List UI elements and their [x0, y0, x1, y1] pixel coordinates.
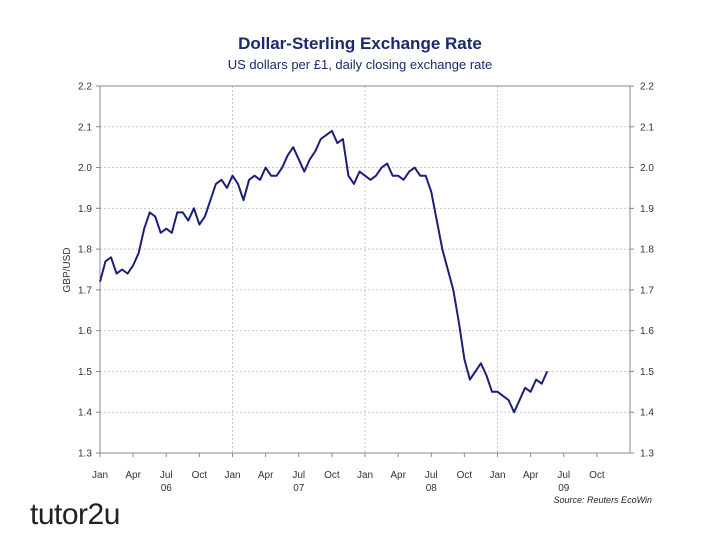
x-tick-label: Apr: [523, 470, 539, 481]
y-tick-label-right: 1.5: [640, 367, 654, 378]
y-tick-label-right: 2.2: [640, 82, 654, 93]
x-tick-label: Oct: [192, 470, 208, 481]
x-tick-label: Jul: [557, 470, 570, 481]
x-tick-label: Jan: [92, 470, 108, 481]
y-tick-label-right: 1.9: [640, 204, 654, 215]
y-tick-label-right: 1.3: [640, 449, 654, 460]
y-tick-label-right: 1.6: [640, 326, 654, 337]
x-year-label: 07: [293, 483, 305, 494]
y-tick-label-right: 1.7: [640, 285, 654, 296]
y-tick-label-right: 2.1: [640, 122, 654, 133]
x-tick-label: Jul: [425, 470, 438, 481]
grid-layer: [100, 86, 630, 453]
chart-subtitle: US dollars per £1, daily closing exchang…: [228, 57, 492, 72]
x-tick-label: Apr: [258, 470, 274, 481]
x-tick-label: Oct: [589, 470, 605, 481]
y-tick-label-left: 2.2: [78, 82, 92, 93]
y-tick-label-right: 2.0: [640, 163, 654, 174]
x-tick-label: Apr: [125, 470, 141, 481]
x-year-label: 08: [426, 483, 438, 494]
x-year-label: 06: [161, 483, 173, 494]
x-tick-label: Jul: [292, 470, 305, 481]
x-tick-label: Oct: [457, 470, 473, 481]
y-tick-label-right: 1.8: [640, 245, 654, 256]
y-tick-label-left: 1.5: [78, 367, 92, 378]
tick-layer: 1.3 1.3 1.4 1.4 1.5 1.5 1.6 1.6 1.7 1.7 1.8 1.8 1.9 1…: [78, 82, 654, 495]
logo-text: tutor2u: [30, 498, 120, 531]
x-tick-label: Jan: [489, 470, 505, 481]
x-tick-label: Oct: [324, 470, 340, 481]
x-tick-label: Jan: [224, 470, 240, 481]
plot-frame: [99, 85, 631, 454]
y-tick-label-left: 1.3: [78, 449, 92, 460]
y-tick-label-left: 1.6: [78, 326, 92, 337]
chart-title: Dollar-Sterling Exchange Rate: [238, 34, 482, 53]
y-tick-label-right: 1.4: [640, 408, 654, 419]
x-year-label: 09: [558, 483, 570, 494]
y-tick-label-left: 2.0: [78, 163, 92, 174]
y-axis-label: GBP/USD: [62, 247, 73, 292]
y-tick-label-left: 1.4: [78, 408, 92, 419]
x-tick-label: Jul: [160, 470, 173, 481]
y-tick-label-left: 1.7: [78, 285, 92, 296]
x-tick-label: Apr: [390, 470, 406, 481]
y-tick-label-left: 2.1: [78, 122, 92, 133]
series-line-gbp-usd: [99, 129, 549, 414]
y-tick-label-left: 1.9: [78, 204, 92, 215]
source-note: Source: Reuters EcoWin: [554, 495, 652, 505]
y-tick-label-left: 1.8: [78, 245, 92, 256]
tutor2u-logo: tutor2u: [30, 500, 120, 530]
x-tick-label: Jan: [357, 470, 373, 481]
